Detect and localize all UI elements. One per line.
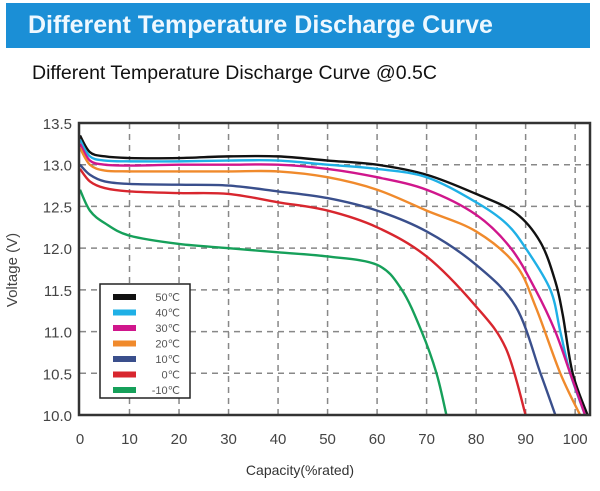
chart-title: Different Temperature Discharge Curve @0… <box>32 62 437 84</box>
x-tick-label: 0 <box>76 431 84 448</box>
x-tick-label: 40 <box>270 431 287 448</box>
x-axis-label: Capacity(%rated) <box>246 462 354 478</box>
legend-label: -10℃ <box>152 385 180 397</box>
series-lines <box>78 134 589 416</box>
series-line-0 <box>78 134 589 416</box>
legend-label: 0℃ <box>162 370 180 382</box>
series-line-1 <box>78 139 587 416</box>
x-tick-label: 10 <box>121 431 138 448</box>
y-tick-label: 13.5 <box>43 116 72 133</box>
x-tick-labels: 0 10 20 30 40 50 60 70 80 90 100 <box>76 431 588 448</box>
y-tick-label: 10.5 <box>43 366 72 383</box>
series-line-5 <box>79 168 527 416</box>
legend-label: 10℃ <box>155 354 180 366</box>
legend-swatch <box>113 340 136 347</box>
y-tick-label: 10.0 <box>43 408 72 425</box>
legend-label: 50℃ <box>155 292 180 304</box>
legend: 50℃ 40℃ 30℃ 20℃ 10℃ 0℃ -10℃ <box>99 283 191 399</box>
x-tick-label: 90 <box>517 431 534 448</box>
y-axis-label: Voltage (V) <box>4 233 21 307</box>
x-tick-label: 70 <box>418 431 435 448</box>
x-tick-label: 20 <box>171 431 188 448</box>
series-line-3 <box>78 147 582 416</box>
plot-frame <box>77 121 592 417</box>
x-tick-label: 50 <box>319 431 336 448</box>
x-tick-label: 100 <box>563 431 588 448</box>
legend-swatch <box>113 371 136 378</box>
legend-label: 40℃ <box>155 308 180 320</box>
legend-swatch <box>113 294 136 300</box>
legend-swatch <box>113 387 136 393</box>
legend-swatch <box>113 356 136 362</box>
series-line-6 <box>78 189 448 416</box>
x-tick-label: 80 <box>468 431 485 448</box>
y-tick-labels: 10.0 10.5 11.0 11.5 12.0 12.5 13.0 13.5 <box>43 116 72 425</box>
y-tick-label: 11.0 <box>44 325 72 342</box>
x-tick-label: 60 <box>369 431 386 448</box>
header-banner: Different Temperature Discharge Curve <box>6 3 590 48</box>
banner-title: Different Temperature Discharge Curve <box>28 11 493 39</box>
legend-swatch <box>113 325 136 331</box>
legend-label: 30℃ <box>155 323 180 335</box>
y-tick-label: 11.5 <box>44 283 72 300</box>
legend-label: 20℃ <box>155 339 180 351</box>
series-line-4 <box>79 163 557 416</box>
y-tick-label: 12.5 <box>43 199 72 216</box>
y-tick-label: 12.0 <box>43 241 72 258</box>
legend-swatch <box>113 309 136 316</box>
x-tick-label: 30 <box>220 431 237 448</box>
y-tick-label: 13.0 <box>43 158 72 175</box>
series-line-2 <box>78 143 587 416</box>
